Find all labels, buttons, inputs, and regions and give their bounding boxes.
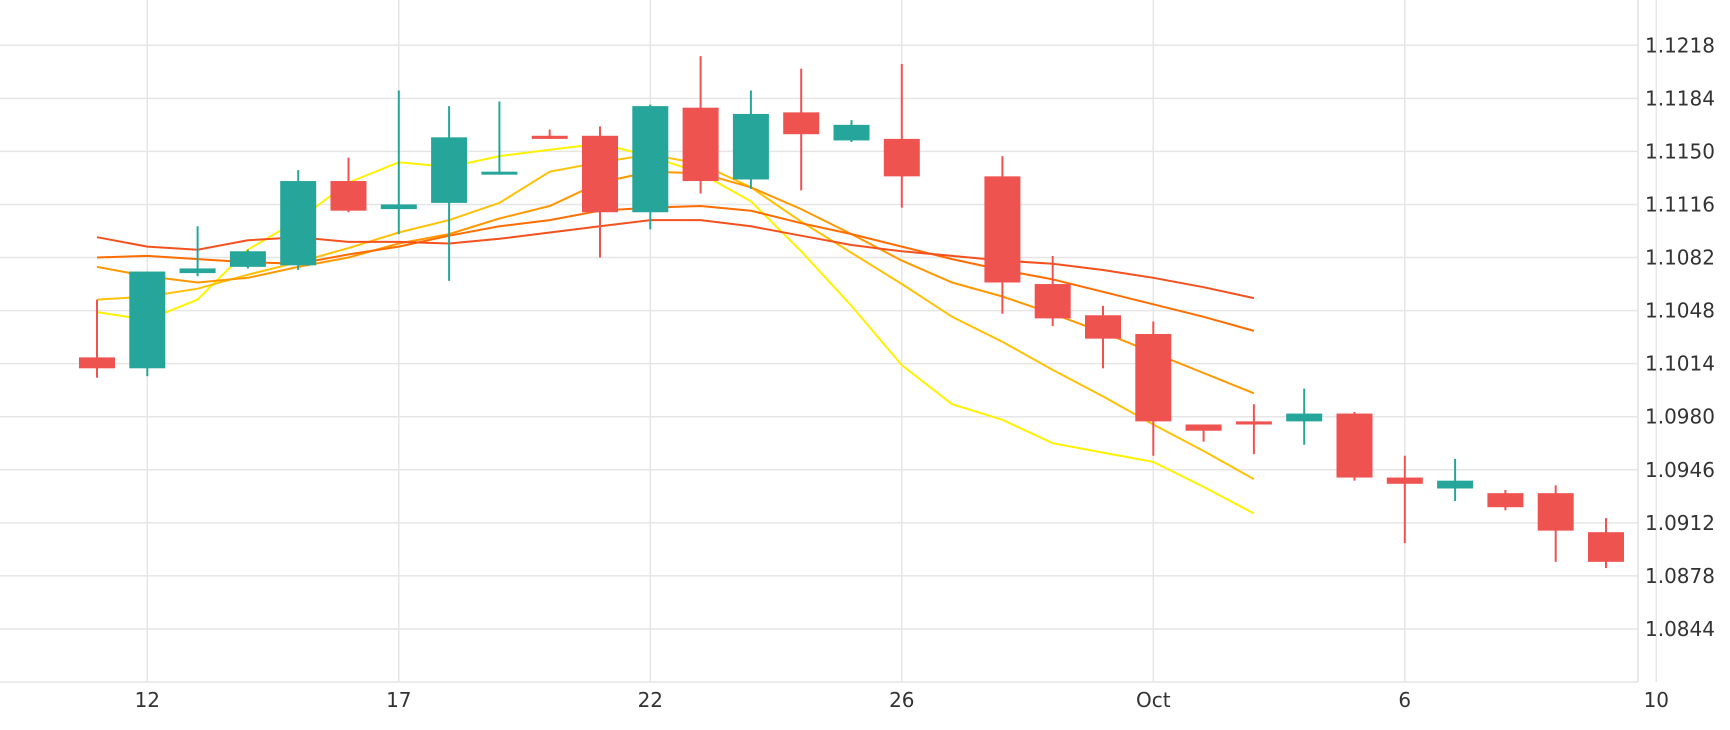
y-tick-label: 1.0844 (1645, 617, 1715, 641)
candle-body (1286, 413, 1323, 422)
candle (1085, 305, 1121, 369)
y-tick-label: 1.1218 (1645, 33, 1715, 57)
candle (984, 156, 1021, 314)
candle-body (179, 268, 216, 274)
y-tick-label: 1.1184 (1645, 86, 1715, 110)
candle (833, 120, 870, 143)
candle-body (280, 181, 317, 266)
x-tick-label: 12 (135, 688, 160, 712)
y-tick-label: 1.0912 (1645, 511, 1715, 535)
x-tick-label: Oct (1136, 688, 1171, 712)
candle (431, 106, 468, 281)
candle-body (129, 271, 166, 369)
candle-body (431, 137, 468, 203)
candle (732, 90, 769, 189)
y-tick-label: 1.1150 (1645, 139, 1715, 163)
candle-body (1487, 493, 1524, 508)
y-tick-label: 1.1014 (1645, 352, 1715, 376)
candle-body (1135, 333, 1172, 422)
y-tick-label: 1.1116 (1645, 192, 1715, 216)
candle (682, 56, 719, 194)
candle (1537, 485, 1574, 562)
candle (1336, 412, 1373, 481)
candle (280, 170, 317, 270)
candle-body (380, 204, 417, 210)
candle (1034, 255, 1071, 327)
candle (582, 126, 618, 258)
candle-body (732, 113, 769, 180)
candle-body (682, 107, 719, 182)
x-tick-label: 17 (386, 688, 411, 712)
grid-lines (0, 0, 1658, 682)
y-tick-label: 1.1082 (1645, 246, 1715, 270)
candle (1386, 455, 1423, 544)
candle-body (883, 138, 920, 177)
candle-body (582, 135, 618, 213)
candle (179, 226, 216, 277)
candle (1588, 518, 1624, 569)
candle (129, 271, 166, 377)
y-tick-label: 1.0946 (1645, 458, 1715, 482)
candle (1487, 490, 1524, 511)
y-tick-label: 1.1048 (1645, 299, 1715, 323)
x-tick-label: 26 (889, 688, 914, 712)
x-axis-labels: 12172226Oct61015 (135, 688, 1669, 712)
candle-body (783, 112, 820, 135)
candle (1135, 321, 1172, 456)
candle-body (1185, 424, 1222, 431)
candle (1235, 404, 1272, 455)
candles (79, 56, 1624, 569)
candle (481, 101, 518, 175)
candle (380, 90, 417, 235)
candle (1437, 458, 1474, 501)
candle-body (481, 171, 518, 175)
x-tick-label: 22 (638, 688, 663, 712)
candle (783, 68, 820, 191)
candle-body (1386, 477, 1423, 484)
candle-body (229, 251, 266, 267)
candle (79, 299, 115, 378)
candle-body (1085, 315, 1121, 339)
candle (330, 157, 367, 213)
moving-average-line (96, 142, 1255, 515)
candle-body (79, 357, 115, 369)
y-tick-label: 1.0878 (1645, 564, 1715, 588)
y-axis-labels: 1.1218 1.1184 1.1150 1.1116 1.1082 1.1048 1.10… (1645, 33, 1715, 641)
candle-body (632, 106, 669, 213)
candle-body (1437, 480, 1474, 489)
candle (632, 104, 669, 230)
candle-body (1537, 493, 1574, 531)
y-tick-label: 1.0980 (1645, 405, 1715, 429)
candle (883, 63, 920, 208)
x-tick-label: 6 (1398, 688, 1411, 712)
x-tick-label: 10 (1644, 688, 1669, 712)
candle (531, 129, 568, 139)
moving-average-line (96, 153, 1255, 480)
candle-body (984, 176, 1021, 283)
candle-body (330, 181, 367, 211)
candle-body (1588, 532, 1624, 562)
candle-body (1235, 421, 1272, 425)
candle (1185, 424, 1222, 442)
candle-body (531, 135, 568, 139)
candle (229, 249, 266, 269)
candle-body (833, 124, 870, 141)
candle-body (1336, 413, 1373, 478)
candle (1286, 388, 1323, 445)
candle-body (1034, 284, 1071, 319)
moving-average-lines (96, 142, 1255, 515)
